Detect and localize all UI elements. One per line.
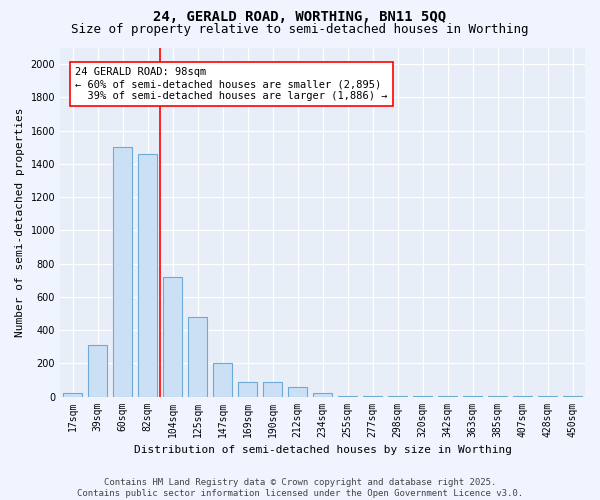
Text: Size of property relative to semi-detached houses in Worthing: Size of property relative to semi-detach… — [71, 22, 529, 36]
Bar — [113, 147, 132, 396]
Bar — [238, 382, 257, 396]
Bar — [88, 345, 107, 397]
Y-axis label: Number of semi-detached properties: Number of semi-detached properties — [15, 108, 25, 337]
X-axis label: Distribution of semi-detached houses by size in Worthing: Distribution of semi-detached houses by … — [134, 445, 512, 455]
Text: Contains HM Land Registry data © Crown copyright and database right 2025.
Contai: Contains HM Land Registry data © Crown c… — [77, 478, 523, 498]
Bar — [63, 393, 82, 396]
Bar — [213, 364, 232, 396]
Bar — [263, 382, 282, 396]
Bar — [313, 393, 332, 396]
Bar — [288, 388, 307, 396]
Bar — [163, 277, 182, 396]
Bar — [138, 154, 157, 396]
Bar — [188, 317, 207, 396]
Text: 24, GERALD ROAD, WORTHING, BN11 5QQ: 24, GERALD ROAD, WORTHING, BN11 5QQ — [154, 10, 446, 24]
Text: 24 GERALD ROAD: 98sqm
← 60% of semi-detached houses are smaller (2,895)
  39% of: 24 GERALD ROAD: 98sqm ← 60% of semi-deta… — [75, 68, 388, 100]
